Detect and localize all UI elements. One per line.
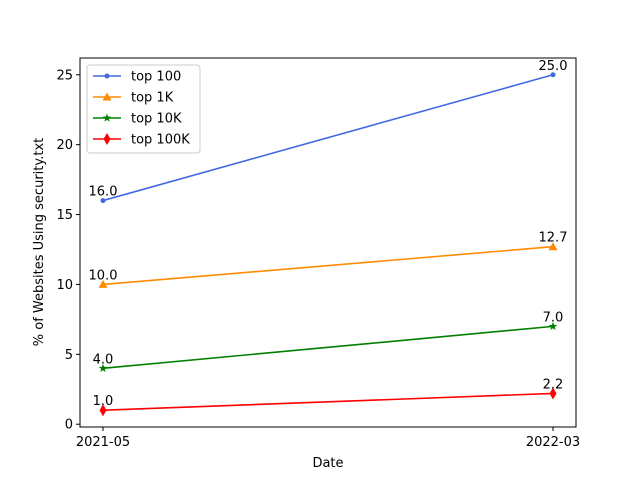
- series-line-top-10K: [102, 325, 554, 370]
- data-point-top-100: [100, 198, 106, 204]
- x-tick-label: 2022-03: [526, 435, 580, 450]
- series-line-top-100K: [102, 392, 554, 412]
- legend-box: [86, 64, 201, 154]
- data-label-top-100K: 1.0: [93, 394, 114, 409]
- data-point-top-10K: [98, 363, 108, 372]
- y-tick-label: 25: [56, 68, 73, 83]
- y-tick-label: 20: [56, 138, 73, 153]
- legend-marker-top-100K: [103, 133, 111, 145]
- x-axis-label: Date: [312, 456, 343, 471]
- data-label-top-100: 25.0: [539, 59, 568, 74]
- series-line-top-1K: [102, 245, 554, 286]
- data-label-top-100: 16.0: [89, 185, 118, 200]
- data-point-top-100K: [549, 387, 557, 400]
- data-label-top-100K: 2.2: [543, 377, 564, 392]
- data-label-top-1K: 10.0: [89, 268, 118, 283]
- data-point-top-100K: [99, 404, 107, 417]
- data-point-top-1K: [98, 279, 108, 288]
- data-label-top-1K: 12.7: [539, 231, 568, 246]
- data-point-top-100: [550, 72, 556, 78]
- axes: 0 5 10 15 20 25 2021-05 2022-03: [56, 68, 580, 450]
- y-axis-label: % of Websites Using security.txt: [32, 138, 47, 346]
- y-tick-label: 5: [65, 348, 73, 363]
- legend-marker-top-1K: [102, 92, 112, 101]
- data-point-top-1K: [548, 242, 558, 251]
- legend-marker-top-100: [104, 73, 110, 79]
- legend: top 100 top 1K top 10K top 100K: [86, 64, 201, 154]
- legend-marker-top-10K: [102, 113, 112, 122]
- legend-label-top-100K: top 100K: [131, 133, 190, 148]
- x-tick-label: 2021-05: [76, 435, 130, 450]
- y-tick-label: 10: [56, 278, 73, 293]
- legend-label-top-10K: top 10K: [131, 112, 182, 127]
- data-point-top-10K: [548, 321, 558, 330]
- data-label-top-10K: 7.0: [543, 310, 564, 325]
- y-tick-label: 0: [65, 418, 73, 433]
- legend-label-top-100: top 100: [131, 70, 181, 85]
- plot-area: 16.0 25.0 10.0 12.7 4.0 7.0 1.0 2.2: [89, 59, 568, 417]
- axes-frame: [79, 57, 577, 428]
- series-line-top-100: [102, 74, 554, 202]
- y-tick-label: 15: [56, 208, 73, 223]
- legend-label-top-1K: top 1K: [131, 91, 174, 106]
- data-label-top-10K: 4.0: [93, 352, 114, 367]
